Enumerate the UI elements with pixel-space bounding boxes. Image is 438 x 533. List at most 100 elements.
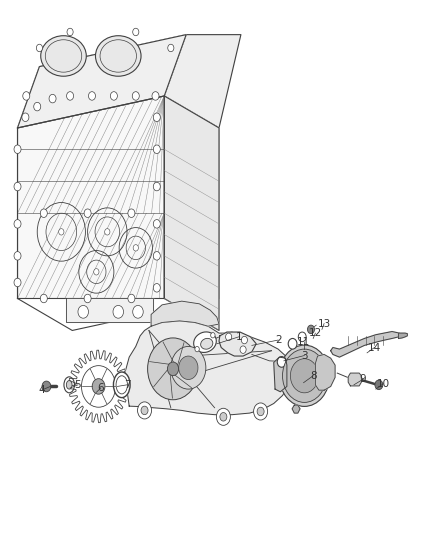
Circle shape [59, 229, 64, 235]
Text: 11: 11 [297, 337, 310, 347]
Ellipse shape [116, 376, 127, 394]
Polygon shape [18, 35, 186, 128]
Ellipse shape [64, 377, 74, 393]
Text: 8: 8 [310, 371, 317, 381]
Circle shape [277, 357, 286, 367]
Circle shape [141, 406, 148, 415]
Circle shape [132, 92, 139, 100]
Circle shape [14, 278, 21, 287]
Circle shape [81, 366, 116, 407]
Ellipse shape [95, 36, 141, 76]
Circle shape [67, 92, 74, 100]
Circle shape [241, 336, 247, 344]
Circle shape [78, 305, 88, 318]
Polygon shape [18, 35, 186, 128]
Ellipse shape [194, 332, 216, 352]
Text: 3: 3 [301, 351, 308, 360]
Text: 4: 4 [38, 385, 45, 395]
Text: 2: 2 [275, 335, 282, 345]
Circle shape [128, 209, 135, 217]
Polygon shape [219, 332, 256, 356]
Text: 13: 13 [318, 319, 331, 328]
Ellipse shape [41, 36, 86, 76]
Text: 6: 6 [97, 383, 104, 393]
Circle shape [113, 305, 124, 318]
Polygon shape [315, 354, 335, 390]
Circle shape [153, 145, 160, 154]
Text: 10: 10 [377, 379, 390, 389]
Text: 7: 7 [124, 380, 131, 390]
Circle shape [40, 294, 47, 303]
Circle shape [36, 44, 42, 52]
Circle shape [152, 92, 159, 100]
Polygon shape [274, 357, 287, 392]
Circle shape [110, 92, 117, 100]
Circle shape [67, 28, 73, 36]
Circle shape [153, 284, 160, 292]
Circle shape [94, 269, 99, 275]
Text: 5: 5 [74, 380, 81, 390]
Circle shape [49, 94, 56, 103]
Circle shape [153, 113, 160, 122]
Circle shape [283, 349, 326, 402]
Circle shape [179, 356, 198, 379]
Circle shape [42, 381, 51, 392]
Circle shape [133, 28, 139, 36]
Circle shape [298, 332, 306, 342]
Circle shape [88, 92, 95, 100]
Circle shape [14, 145, 21, 154]
Circle shape [211, 333, 215, 338]
Circle shape [133, 245, 138, 251]
Ellipse shape [67, 381, 72, 389]
Ellipse shape [201, 338, 213, 349]
Ellipse shape [279, 345, 329, 407]
Circle shape [168, 44, 174, 52]
Text: 1: 1 [235, 332, 242, 342]
Circle shape [153, 182, 160, 191]
Circle shape [14, 220, 21, 228]
Polygon shape [151, 301, 219, 326]
Circle shape [84, 294, 91, 303]
Polygon shape [331, 332, 399, 357]
Circle shape [14, 252, 21, 260]
Polygon shape [164, 35, 241, 128]
Polygon shape [125, 321, 293, 415]
Text: 12: 12 [309, 328, 322, 338]
Text: 14: 14 [368, 343, 381, 352]
Circle shape [240, 346, 246, 353]
Circle shape [288, 338, 297, 349]
Circle shape [105, 229, 110, 235]
Circle shape [257, 407, 264, 416]
Circle shape [40, 209, 47, 217]
Polygon shape [66, 298, 153, 322]
Circle shape [92, 378, 105, 394]
Circle shape [133, 305, 143, 318]
Circle shape [128, 294, 135, 303]
Polygon shape [164, 96, 219, 330]
Circle shape [167, 362, 179, 376]
Ellipse shape [113, 372, 130, 398]
Circle shape [14, 182, 21, 191]
Circle shape [153, 220, 160, 228]
Polygon shape [18, 96, 164, 298]
Circle shape [290, 359, 318, 393]
Circle shape [34, 102, 41, 111]
Polygon shape [348, 373, 361, 386]
Circle shape [254, 403, 268, 420]
Text: 9: 9 [359, 375, 366, 384]
Polygon shape [69, 350, 128, 423]
Circle shape [23, 92, 30, 100]
Circle shape [84, 209, 91, 217]
Circle shape [171, 346, 206, 389]
Circle shape [216, 408, 230, 425]
Circle shape [22, 113, 29, 122]
Circle shape [307, 325, 314, 334]
Polygon shape [292, 405, 300, 413]
Circle shape [195, 346, 199, 352]
Circle shape [226, 333, 232, 341]
Polygon shape [399, 333, 407, 338]
Circle shape [148, 338, 198, 400]
Circle shape [153, 252, 160, 260]
Circle shape [375, 380, 383, 390]
Circle shape [138, 402, 152, 419]
